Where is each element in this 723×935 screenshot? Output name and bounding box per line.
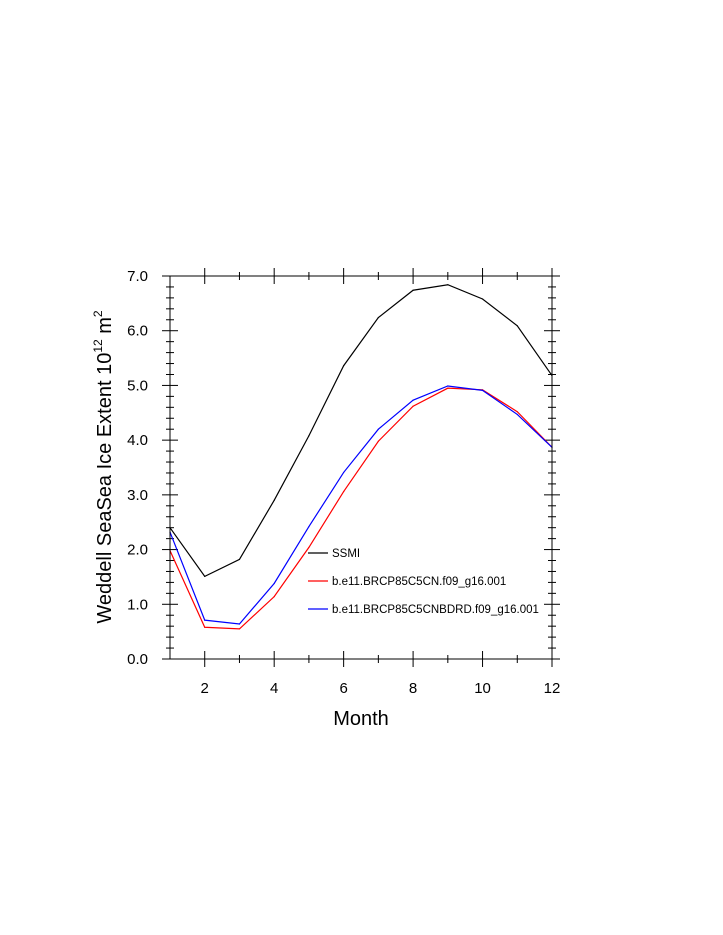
data-point <box>377 316 379 319</box>
x-tick-label: 8 <box>409 680 417 697</box>
data-point <box>273 499 275 501</box>
data-point <box>447 284 449 286</box>
legend: SSMI b.e11.BRCP85C5CN.f09_g16.001 b.e11.BR… <box>308 548 539 616</box>
x-axis-label: Month <box>333 708 389 730</box>
plot-frame <box>169 275 553 660</box>
data-point <box>343 490 345 493</box>
y-tick-labels: 0.0 1.0 2.0 3.0 4.0 5.0 6.0 7.0 <box>127 268 148 668</box>
data-point <box>308 435 310 437</box>
data-point <box>516 411 518 413</box>
data-point <box>308 546 310 548</box>
data-point <box>447 385 449 387</box>
x-tick-label: 2 <box>201 680 209 697</box>
x-tick-label: 4 <box>270 680 278 697</box>
y-tick-label: 0.0 <box>127 651 148 668</box>
data-point <box>343 471 345 474</box>
y-tick-label: 5.0 <box>127 377 148 394</box>
data-point <box>308 525 310 528</box>
series-line-3 <box>169 385 553 625</box>
legend-label-1: SSMI <box>332 548 360 560</box>
data-point <box>481 389 484 391</box>
legend-label-3: b.e11.BRCP85C5CNBDRD.f09_g16.001 <box>332 604 539 616</box>
data-point <box>238 558 241 561</box>
x-tick-labels: 2 4 6 8 10 12 <box>201 680 561 697</box>
data-point <box>204 619 206 621</box>
y-tick-label: 2.0 <box>127 542 148 559</box>
data-point <box>516 413 518 416</box>
y-axis-label-exponent: 12 <box>91 339 105 353</box>
x-tick-label: 12 <box>544 680 561 697</box>
data-point <box>412 405 414 407</box>
data-point <box>447 387 449 389</box>
x-tick-label: 10 <box>474 680 491 697</box>
data-point <box>377 428 379 430</box>
data-point <box>238 623 241 625</box>
data-point <box>377 440 379 442</box>
y-axis-label: Weddell SeaSea Ice Extent 1012 m2 <box>91 310 116 624</box>
data-point <box>481 298 484 300</box>
x-tick-label: 6 <box>339 680 347 697</box>
data-point <box>412 399 414 401</box>
series-line-2 <box>169 387 553 630</box>
series-line-1 <box>169 284 553 578</box>
y-tick-label: 1.0 <box>127 596 148 613</box>
y-tick-label: 4.0 <box>127 432 148 449</box>
data-point <box>343 365 345 367</box>
series-lines <box>169 284 553 630</box>
data-point <box>238 628 241 630</box>
data-point <box>204 575 206 577</box>
data-point <box>273 582 275 585</box>
data-point <box>273 596 275 598</box>
y-axis-label-prefix: Weddell SeaSea Ice Extent 10 <box>94 353 116 624</box>
y-tick-label: 6.0 <box>127 323 148 340</box>
axis-ticks <box>162 268 560 667</box>
y-tick-label: 3.0 <box>127 487 148 504</box>
legend-label-2: b.e11.BRCP85C5CN.f09_g16.001 <box>332 576 506 588</box>
y-axis-label-unit-exponent: 2 <box>91 310 105 317</box>
y-tick-label: 7.0 <box>127 268 148 285</box>
data-point <box>516 325 518 327</box>
data-point <box>412 289 414 291</box>
data-point <box>204 626 206 628</box>
y-axis-label-unit: m <box>94 317 116 339</box>
